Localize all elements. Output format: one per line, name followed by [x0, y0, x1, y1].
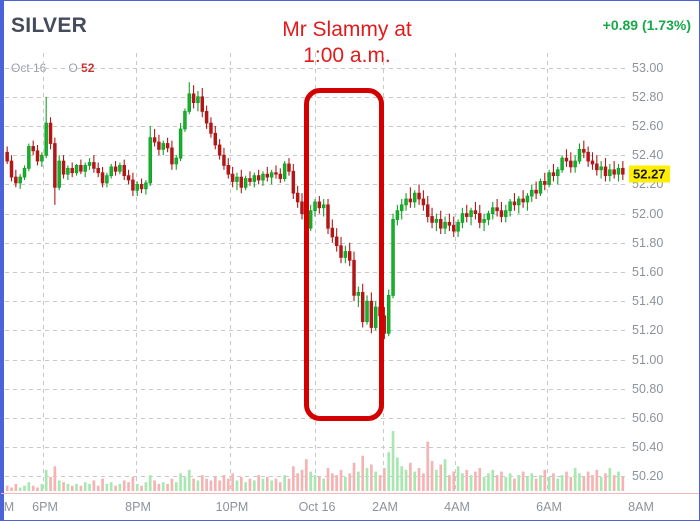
volume-series	[5, 431, 625, 491]
current-price-label: 52.27	[629, 165, 670, 183]
x-axis-tick: 2AM	[372, 500, 398, 514]
price-change-badge: +0.89 (1.73%)	[602, 17, 691, 33]
x-axis: M 6PM 8PM 10PM Oct 16 2AM 4AM 6AM 8AM	[1, 493, 699, 520]
chart-annotation-text: Mr Slammy at 1:00 a.m.	[197, 17, 497, 69]
y-axis-tick: 50.40	[632, 440, 664, 455]
y-axis-tick: 50.20	[632, 469, 664, 484]
y-axis-tick: 52.60	[632, 119, 664, 133]
x-axis-tick: 10PM	[215, 500, 249, 514]
annotation-line-1: Mr Slammy at	[282, 18, 412, 41]
x-axis-tick: M	[3, 500, 15, 514]
y-axis-tick: 50.80	[632, 381, 664, 396]
x-axis-tick: 6PM	[32, 500, 58, 514]
y-axis-tick: 53.00	[632, 60, 664, 75]
x-axis-tick: 8AM	[628, 500, 654, 514]
y-axis: 53.00 52.80 52.60 52.40 52.20 52.00 51.80 51.60…	[626, 53, 699, 491]
y-axis-tick: 51.60	[632, 265, 664, 279]
y-axis-tick: 51.00	[632, 352, 664, 367]
plot-area[interactable]	[5, 53, 625, 491]
x-axis-tick: 8PM	[125, 500, 151, 514]
y-axis-tick: 51.20	[632, 323, 664, 338]
annotation-line-2: 1:00 a.m.	[303, 44, 391, 67]
x-axis-tick: 4AM	[444, 500, 470, 514]
y-axis-tick: 51.40	[632, 294, 664, 309]
y-axis-tick: 51.80	[632, 235, 664, 250]
page-title: SILVER	[11, 14, 88, 37]
y-axis-tick: 52.80	[632, 89, 664, 104]
x-axis-tick: Oct 16	[298, 500, 336, 514]
y-axis-tick: 52.40	[632, 148, 664, 163]
y-axis-tick: 52.00	[632, 206, 664, 221]
quote-date-label: Oct 16	[11, 61, 47, 75]
candlestick-series	[5, 82, 625, 340]
open-label: O	[68, 61, 78, 75]
x-axis-tick: 6AM	[536, 500, 562, 514]
y-axis-tick: 50.60	[632, 411, 664, 425]
